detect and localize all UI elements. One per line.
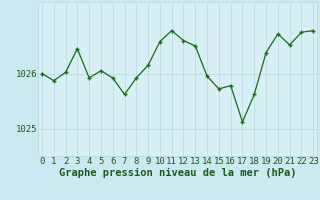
- X-axis label: Graphe pression niveau de la mer (hPa): Graphe pression niveau de la mer (hPa): [59, 168, 296, 178]
